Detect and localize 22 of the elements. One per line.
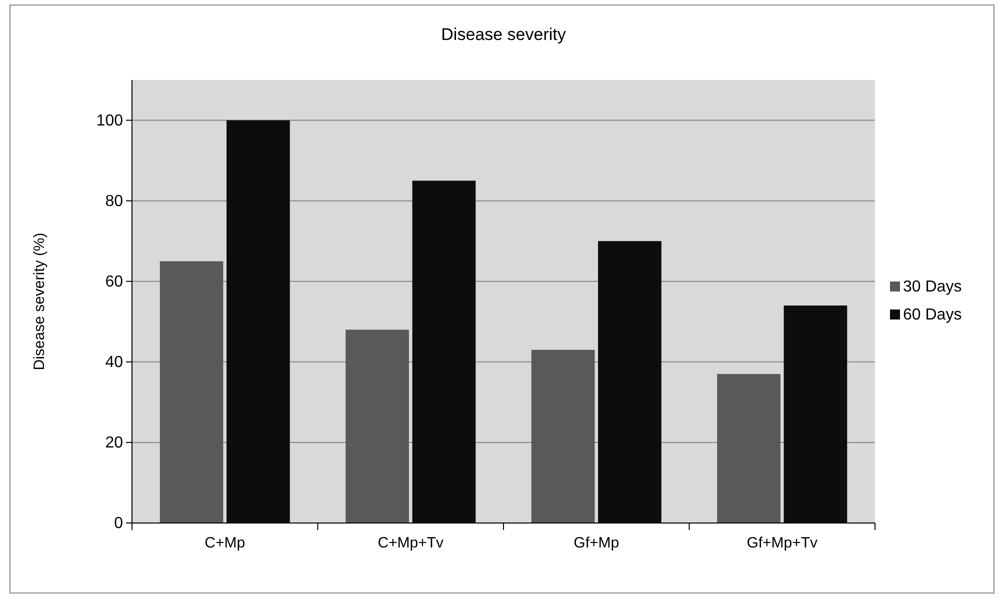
x-tick-label: Gf+Mp+Tv (746, 534, 818, 552)
y-tick-label: 0 (114, 515, 124, 532)
bar (717, 374, 780, 523)
bar (784, 306, 848, 523)
bar (412, 180, 476, 523)
legend-label: 60 Days (903, 306, 962, 324)
bar (598, 241, 662, 523)
x-tick-label: C+Mp+Tv (378, 534, 444, 552)
bar (160, 261, 224, 523)
x-tick-label: Gf+Mp (574, 534, 620, 552)
y-tick-label: 100 (96, 112, 124, 130)
chart-title: Disease severity (441, 25, 566, 44)
y-tick-label: 40 (105, 354, 124, 372)
bar (226, 120, 290, 523)
x-tick-label: C+Mp (204, 534, 246, 552)
bar (346, 330, 409, 523)
y-tick-label: 60 (105, 273, 124, 290)
y-tick-label: 20 (105, 434, 124, 452)
y-tick-label: 80 (105, 192, 124, 210)
legend-label: 30 Days (903, 278, 962, 296)
y-axis-title: Disease severity (%) (31, 232, 48, 370)
bar (531, 350, 595, 523)
